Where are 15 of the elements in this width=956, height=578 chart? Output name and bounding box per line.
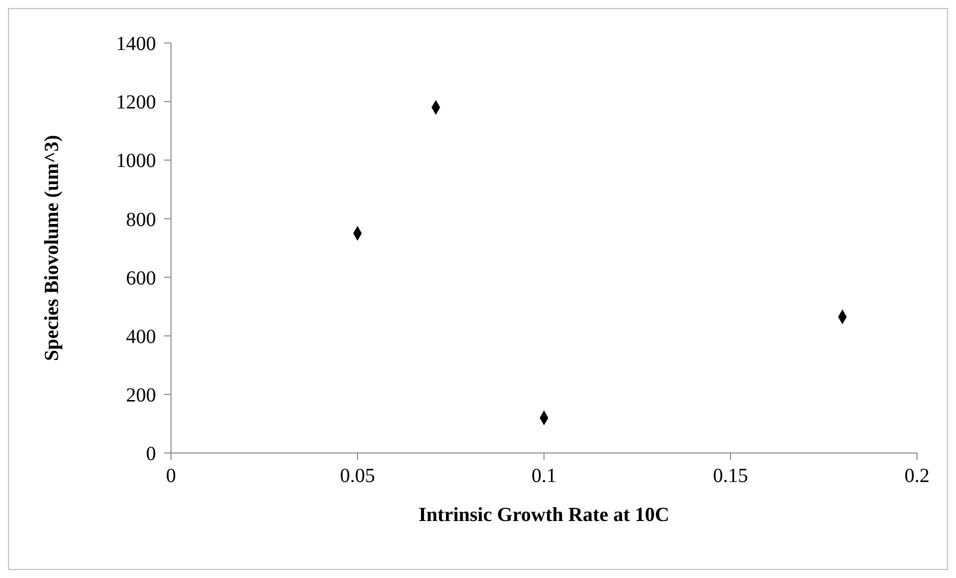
x-tick-label: 0.15: [713, 465, 748, 488]
y-tick-label: 400: [126, 326, 156, 348]
y-tick-label: 0: [146, 443, 156, 466]
y-tick-label: 600: [126, 267, 156, 290]
x-tick-label: 0.2: [904, 465, 930, 488]
x-tick-label: 0: [166, 465, 176, 488]
y-tick-label: 1000: [116, 150, 156, 172]
y-tick-label: 1200: [116, 92, 156, 114]
y-tick-label: 200: [126, 384, 156, 407]
x-axis-title: Intrinsic Growth Rate at 10C: [418, 504, 670, 526]
y-tick-label: 1400: [116, 33, 156, 56]
y-axis-title: Species Biovolume (um^3): [41, 134, 64, 362]
x-tick-label: 0.1: [532, 465, 556, 488]
x-tick-label: 0.05: [340, 465, 375, 488]
y-tick-label: 800: [126, 208, 156, 231]
